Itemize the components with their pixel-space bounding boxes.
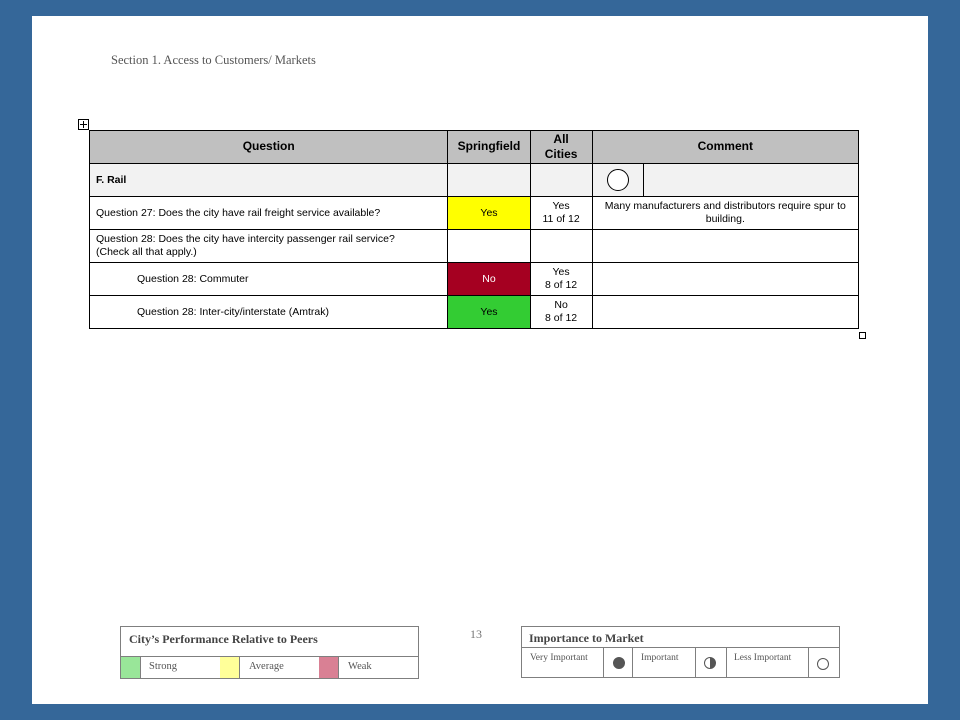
all-cities-answer: No xyxy=(554,298,568,311)
question-cell: Question 28: Inter-city/interstate (Amtr… xyxy=(88,295,449,329)
comment-cell xyxy=(591,229,860,263)
weak-swatch xyxy=(319,657,339,678)
springfield-cell: No xyxy=(447,262,531,296)
table-header-row: Question Springfield All Cities Comment xyxy=(88,130,860,164)
all-cities-cell: No 8 of 12 xyxy=(529,295,593,329)
average-swatch xyxy=(220,657,240,678)
springfield-cell: Yes xyxy=(447,295,531,329)
importance-legend: Importance to Market Very Important Impo… xyxy=(521,626,840,678)
empty-circle-icon xyxy=(817,658,829,670)
strong-swatch xyxy=(121,657,141,678)
table-move-handle-icon[interactable] xyxy=(78,119,89,130)
category-label: F. Rail xyxy=(88,163,449,197)
section-title: Section 1. Access to Customers/ Markets xyxy=(111,53,316,67)
half-circle-icon xyxy=(704,657,716,669)
comment-cell: Many manufacturers and distributors requ… xyxy=(591,196,860,230)
table-row: Question 27: Does the city have rail fre… xyxy=(88,196,860,230)
document-page: Section 1. Access to Customers/ Markets … xyxy=(32,16,928,704)
rail-questions-table: Question Springfield All Cities Comment … xyxy=(88,130,860,329)
header-all-cities-line1: All xyxy=(553,132,569,146)
performance-legend: City’s Performance Relative to Peers Str… xyxy=(120,626,419,679)
all-cities-cell: Yes 8 of 12 xyxy=(529,262,593,296)
all-cities-answer: Yes xyxy=(552,265,570,278)
average-label: Average xyxy=(249,661,284,672)
question-cell: Question 28: Commuter xyxy=(88,262,449,296)
importance-legend-title: Importance to Market xyxy=(529,631,644,645)
question-cell: Question 27: Does the city have rail fre… xyxy=(88,196,449,230)
performance-legend-title: City’s Performance Relative to Peers xyxy=(129,632,318,646)
header-springfield: Springfield xyxy=(447,130,531,164)
page-number: 13 xyxy=(470,627,482,641)
header-comment: Comment xyxy=(591,130,860,164)
springfield-cell: Yes xyxy=(447,196,531,230)
important-label: Important xyxy=(641,653,679,663)
all-cities-cell: Yes 11 of 12 xyxy=(529,196,593,230)
table-row: Question 28: Does the city have intercit… xyxy=(88,229,860,263)
question-line2: (Check all that apply.) xyxy=(96,246,197,258)
comment-cell xyxy=(591,295,860,329)
filled-circle-icon xyxy=(613,657,625,669)
very-important-label: Very Important xyxy=(530,653,588,663)
all-cities-count: 11 of 12 xyxy=(542,213,580,225)
question-line1: Question 28: Does the city have intercit… xyxy=(96,232,395,245)
category-row: F. Rail xyxy=(88,163,860,197)
header-all-cities: All Cities xyxy=(529,130,593,164)
less-important-label: Less Important xyxy=(734,653,792,663)
comment-cell xyxy=(591,262,860,296)
table-row: Question 28: Commuter No Yes 8 of 12 xyxy=(88,262,860,296)
table-row: Question 28: Inter-city/interstate (Amtr… xyxy=(88,295,860,329)
category-comment-cell xyxy=(591,163,860,197)
all-cities-cell xyxy=(529,229,593,263)
empty-circle-icon xyxy=(606,169,629,191)
category-springfield-cell xyxy=(447,163,531,197)
table-resize-handle-icon[interactable] xyxy=(859,332,866,339)
question-cell: Question 28: Does the city have intercit… xyxy=(88,229,449,263)
header-question: Question xyxy=(88,130,449,164)
all-cities-answer: Yes xyxy=(552,199,570,212)
header-all-cities-line2: Cities xyxy=(544,147,578,161)
all-cities-count: 8 of 12 xyxy=(545,312,578,324)
strong-label: Strong xyxy=(149,661,178,672)
all-cities-count: 8 of 12 xyxy=(545,279,578,291)
springfield-cell xyxy=(447,229,531,263)
category-all-cities-cell xyxy=(529,163,593,197)
weak-label: Weak xyxy=(348,661,372,672)
